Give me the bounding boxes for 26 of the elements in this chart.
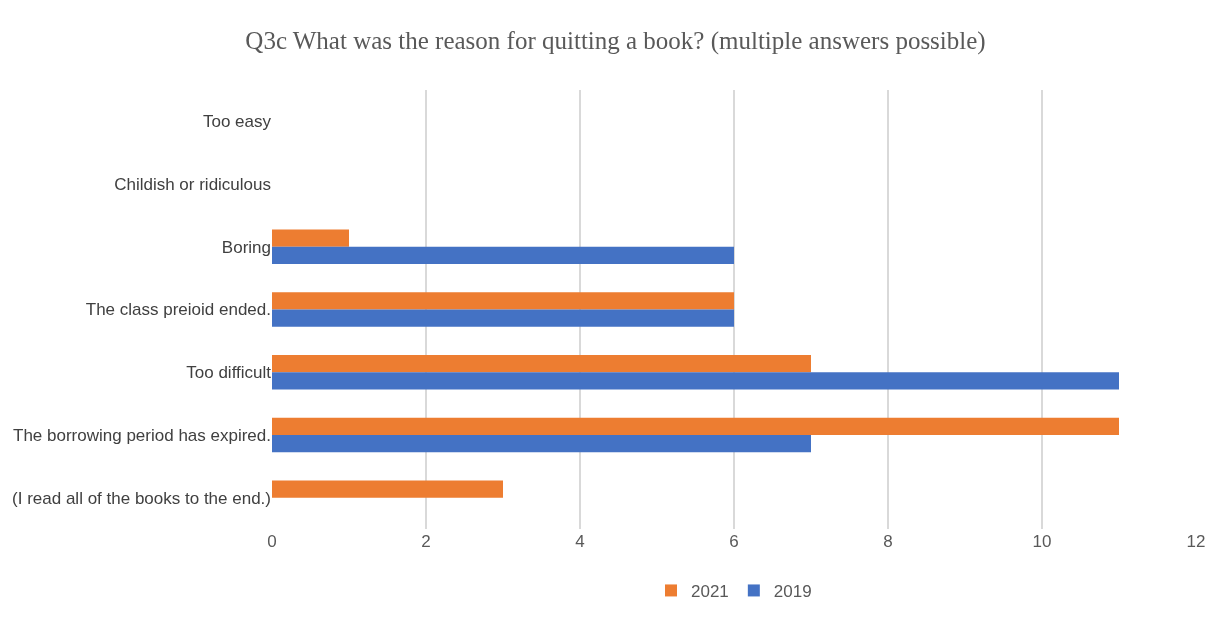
y-tick-label: (I read all of the books to the end.) (12, 488, 271, 508)
y-tick-label: Too easy (202, 112, 272, 132)
chart-title: Q3c What was the reason for quitting a book? (multiple answers possible) (245, 26, 986, 55)
bar (272, 434, 811, 453)
bar (272, 309, 734, 327)
legend-label: 2021 (691, 582, 729, 602)
x-tick-label: 10 (1032, 532, 1052, 551)
y-tick-label: The borrowing period has expired. (13, 425, 271, 445)
x-tick-label: 4 (575, 532, 585, 551)
bar (272, 292, 734, 310)
bar (272, 246, 734, 265)
bar (272, 372, 1119, 390)
y-tick-label: Too difficult (186, 363, 272, 383)
x-tick-label: 12 (1186, 532, 1206, 551)
x-tick-label: 6 (729, 532, 739, 551)
x-tick-label: 0 (267, 532, 277, 551)
legend-label: 2019 (773, 582, 812, 602)
bar (272, 480, 503, 498)
bar (272, 354, 811, 373)
bar (272, 229, 349, 247)
y-tick-label: The class preioid ended. (85, 300, 271, 320)
y-tick-label: Childish or ridiculous (114, 175, 271, 195)
bar (272, 417, 1119, 435)
x-tick-label: 8 (883, 532, 893, 551)
x-tick-label: 2 (421, 532, 431, 551)
y-tick-label: Boring (221, 237, 271, 257)
